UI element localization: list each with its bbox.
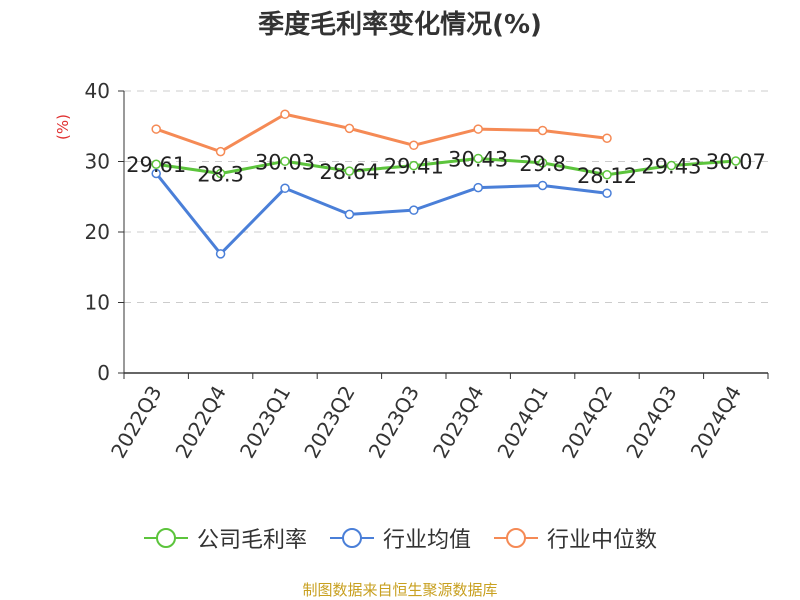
data-point <box>151 168 161 179</box>
legend-item-company[interactable]: 公司毛利率 <box>143 522 307 554</box>
x-tick-label: 2024Q1 <box>492 382 552 463</box>
data-label: 29.43 <box>641 155 701 179</box>
data-point <box>151 124 161 134</box>
data-point <box>731 156 741 166</box>
x-tick-label: 2024Q2 <box>557 382 617 463</box>
data-label: 29.8 <box>519 152 566 176</box>
data-point <box>215 146 226 157</box>
data-point <box>344 123 355 134</box>
data-label: 30.43 <box>448 147 508 171</box>
data-point <box>473 182 483 193</box>
data-point <box>409 205 419 215</box>
legend-item-industry-avg[interactable]: 行业均值 <box>329 522 471 554</box>
data-label: 28.3 <box>197 162 244 186</box>
x-tick-label: 2023Q3 <box>364 382 424 463</box>
legend-swatch-company <box>143 528 188 548</box>
data-point <box>215 249 226 259</box>
data-point <box>537 125 548 136</box>
series-line <box>155 112 608 154</box>
data-label: 29.61 <box>126 153 186 177</box>
legend-label-industry-avg: 行业均值 <box>382 528 471 553</box>
y-tick-label: 30 <box>85 150 110 174</box>
data-point <box>409 140 419 151</box>
x-tick-label: 2022Q4 <box>170 382 230 463</box>
data-point <box>602 170 612 180</box>
legend-swatch-industry-median <box>494 528 538 548</box>
data-point <box>602 188 612 198</box>
data-labels: 29.61 28.3 30.03 28.64 29.41 30.43 29.8 28.12 29… <box>126 147 766 187</box>
data-point <box>280 109 290 120</box>
data-label: 28.64 <box>319 160 379 184</box>
data-point <box>473 124 483 134</box>
data-point <box>344 166 355 176</box>
series-line <box>155 172 608 256</box>
x-tick-label: 2023Q1 <box>235 382 295 463</box>
data-point <box>537 180 548 191</box>
source-note: 制图数据来自恒生聚源数据库 <box>302 581 498 599</box>
data-point <box>151 159 161 169</box>
data-point <box>280 156 290 167</box>
x-tick-label: 2023Q4 <box>428 382 488 463</box>
data-label: 30.03 <box>255 150 315 174</box>
series-line <box>155 156 736 177</box>
y-tick-label: 10 <box>85 291 110 315</box>
y-tick-label: 0 <box>97 361 110 385</box>
chart-title: 季度毛利率变化情况(%) <box>258 10 542 40</box>
data-point <box>602 133 612 143</box>
data-point <box>280 183 290 194</box>
data-point <box>215 168 226 179</box>
chart-legend: 公司毛利率 行业均值 行业中位数 <box>0 520 800 556</box>
legend-swatch-industry-avg <box>329 528 374 548</box>
data-point <box>473 153 483 164</box>
legend-label-company: 公司毛利率 <box>196 528 307 553</box>
x-tick-label: 2022Q3 <box>106 382 166 463</box>
y-tick-label: 40 <box>85 79 110 103</box>
data-point <box>666 160 677 171</box>
data-label: 30.07 <box>706 150 766 174</box>
legend-label-industry-median: 行业中位数 <box>547 528 658 553</box>
data-point <box>409 160 419 171</box>
data-point <box>344 209 355 220</box>
series-lines <box>151 109 741 259</box>
grid-lines <box>124 90 768 303</box>
y-axis-title: (%) <box>54 114 72 140</box>
data-label: 28.12 <box>577 164 637 188</box>
legend-item-industry-median[interactable]: 行业中位数 <box>493 522 657 554</box>
data-point <box>537 158 548 168</box>
y-tick-label: 20 <box>85 220 110 244</box>
x-tick-label: 2024Q3 <box>621 382 681 463</box>
data-label: 29.41 <box>384 155 444 179</box>
x-tick-label: 2024Q4 <box>686 382 746 463</box>
x-tick-label: 2023Q2 <box>299 382 359 463</box>
